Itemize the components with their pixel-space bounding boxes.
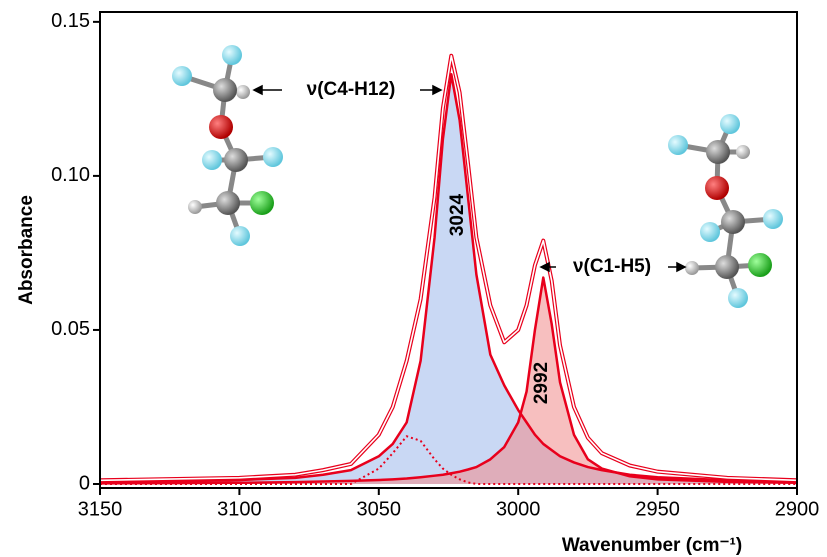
x-tick-label: 3150 (78, 498, 123, 520)
x-tick-label: 3050 (357, 498, 402, 520)
x-axis-title: Wavenumber (cm⁻¹) (562, 535, 742, 556)
chart: Absorbance Wavenumber (cm⁻¹) ν(C4-H12) ν… (0, 0, 827, 557)
y-tick-label: 0 (79, 472, 90, 494)
peak-label: 3024 (447, 193, 468, 236)
x-tick-label: 3000 (496, 498, 541, 520)
y-tick-label: 0.05 (51, 318, 90, 340)
x-tick-label: 2900 (775, 498, 820, 520)
y-tick-label: 0.15 (51, 10, 90, 32)
annotation: ν(C4-H12) (307, 79, 396, 100)
molecule-left (172, 45, 283, 246)
annotation: ν(C1-H5) (573, 256, 651, 277)
y-tick-label: 0.10 (51, 164, 90, 186)
band-area (100, 74, 797, 484)
x-tick-label: 2950 (635, 498, 680, 520)
x-tick-label: 3100 (217, 498, 262, 520)
peak-label: 2992 (531, 362, 552, 404)
y-axis-title: Absorbance (16, 195, 37, 305)
molecule-right (668, 114, 783, 308)
